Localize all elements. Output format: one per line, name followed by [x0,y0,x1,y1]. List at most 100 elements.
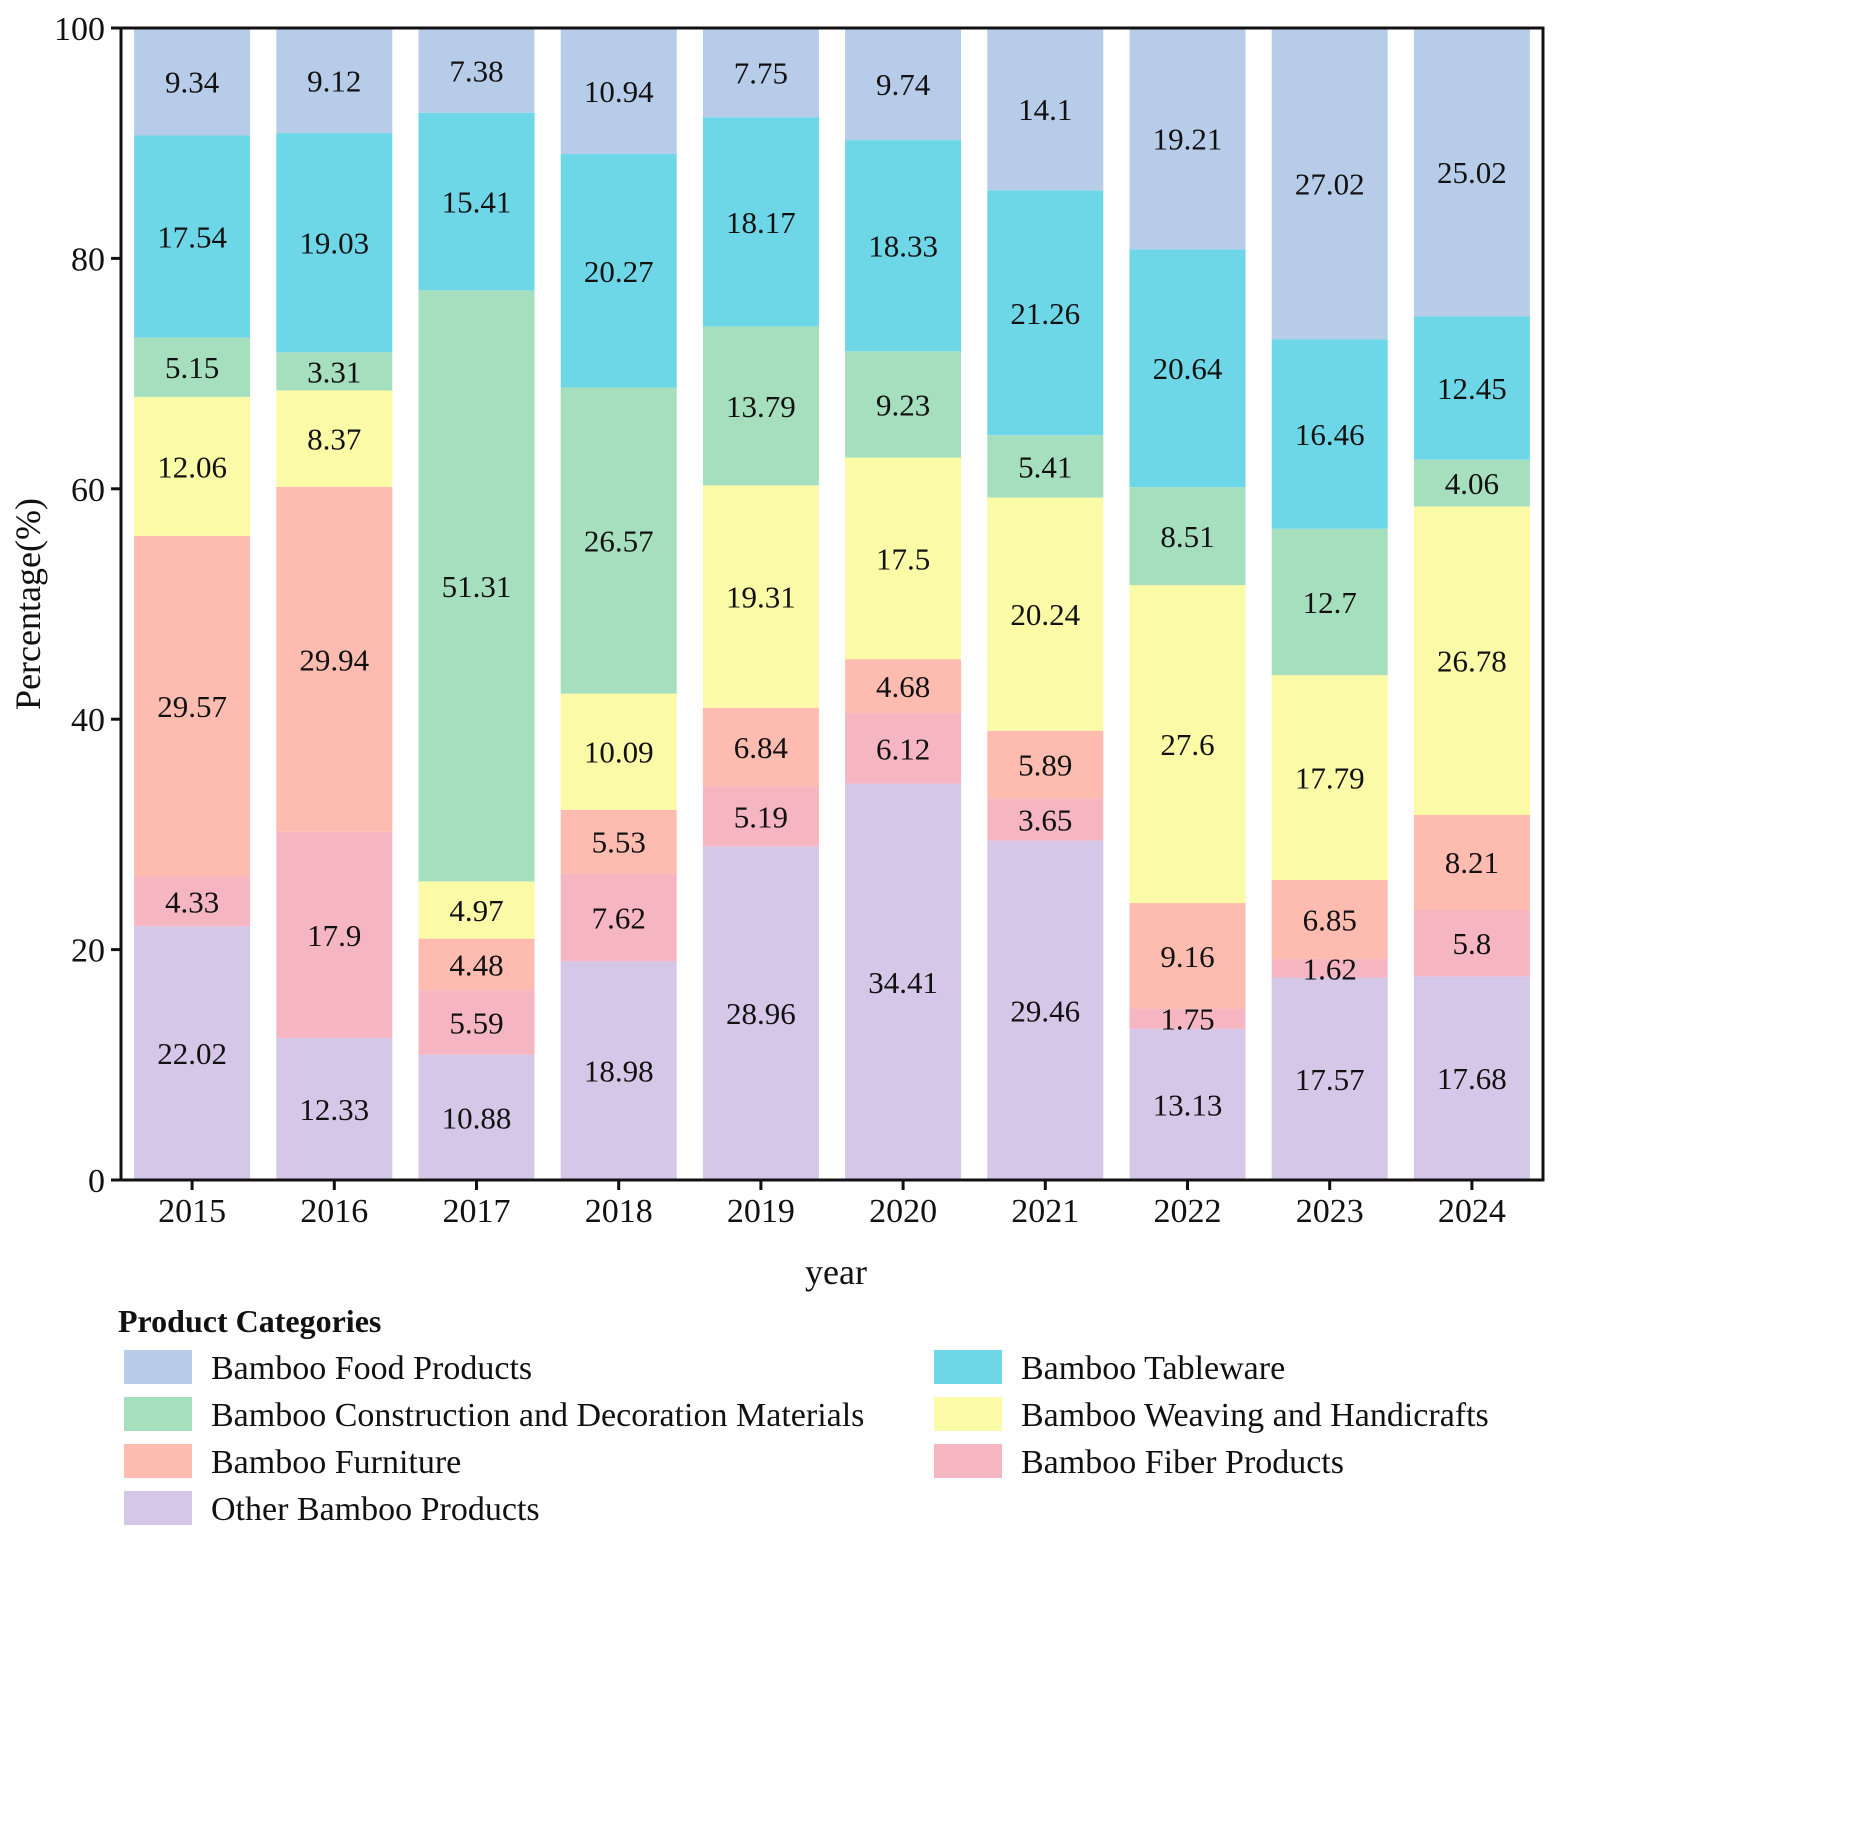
segment-value-label: 9.23 [876,387,930,422]
legend-label: Bamboo Construction and Decoration Mater… [211,1397,864,1434]
bar-segment [702,326,819,486]
segment-value-label: 16.46 [1295,417,1365,452]
bar-segment [276,831,393,1038]
y-tick-label: 20 [71,933,105,970]
segment-value-label: 17.9 [307,918,361,953]
bar-segment [276,390,393,487]
bar-segment [418,27,535,113]
axes-layer [119,26,1545,1182]
legend-swatch [124,1397,192,1431]
legend-swatch [934,1350,1002,1384]
x-tick-label: 2015 [158,1193,226,1230]
bar-segment [134,535,251,877]
bar-segment [134,926,251,1180]
segment-value-label: 51.31 [442,569,512,604]
segment-value-label: 29.94 [299,642,369,677]
segment-value-label: 20.27 [584,254,654,289]
bar-segment [560,809,677,874]
legend-swatch [124,1444,192,1478]
x-tick-label: 2016 [300,1193,368,1230]
segment-value-label: 5.8 [1453,926,1492,961]
segment-value-label: 17.57 [1295,1062,1365,1097]
segment-value-label: 26.57 [584,524,654,559]
legend-label: Bamboo Furniture [211,1444,461,1481]
segment-value-label: 7.38 [449,53,503,88]
segment-value-label: 1.75 [1160,1002,1214,1037]
y-tick-label: 40 [71,702,105,739]
segment-value-label: 18.17 [726,205,796,240]
segment-value-label: 12.7 [1303,585,1357,620]
segment-value-label: 13.13 [1153,1087,1223,1122]
x-tick-label: 2019 [727,1193,795,1230]
bar-segment [702,846,819,1180]
segment-value-label: 9.34 [165,65,220,100]
y-tick-label: 80 [71,241,105,278]
bar-segment [1271,675,1388,881]
bar-segment [560,873,677,962]
stacked-bar-chart: 22.02 4.33 29.57 12.06 5.15 17.54 9.34 12.33 17.… [8,11,1545,1528]
bar-segment [276,28,393,134]
bar-segment [1271,528,1388,676]
legend-swatch [124,1491,192,1525]
bar-segment [134,337,251,397]
bar-segment [418,881,535,939]
plot-frame [119,26,1545,1182]
segment-value-label: 17.68 [1437,1061,1507,1096]
bar-segment [987,798,1104,841]
segment-value-label: 25.02 [1437,155,1507,190]
segment-value-label: 4.48 [449,947,503,982]
bar-segment [1413,28,1530,317]
bar-segment [845,713,962,784]
segment-value-label: 20.64 [1153,351,1223,386]
segment-value-label: 18.33 [868,229,938,264]
segment-value-label: 5.41 [1018,449,1072,484]
segment-value-label: 4.97 [449,893,503,928]
bar-segment [418,290,535,882]
bar-segment [418,990,535,1055]
bar-segment [276,1037,393,1180]
bar-segment [418,938,535,991]
bar-segment [987,435,1104,498]
legend-swatch [934,1444,1002,1478]
segment-value-label: 4.33 [165,884,219,919]
bar-segment [560,961,677,1180]
segment-value-label: 9.16 [1160,939,1214,974]
bar-segment [845,140,962,352]
segment-value-label: 3.31 [307,354,361,389]
bar-segment [1413,316,1530,460]
segment-value-label: 1.62 [1303,951,1357,986]
bar-segment [134,876,251,927]
bar-segment [276,486,393,832]
segment-value-label: 27.6 [1160,727,1214,762]
y-tick-label: 60 [71,472,105,509]
x-tick-label: 2017 [443,1193,511,1230]
segment-value-label: 20.24 [1010,597,1080,632]
bar-segment [987,497,1104,731]
bar-segment [1271,958,1388,978]
bar-segment [702,117,819,327]
x-tick-label: 2021 [1011,1193,1079,1230]
bar-segment [987,730,1104,799]
segment-value-label: 12.33 [299,1092,369,1127]
bar-segment [987,840,1104,1180]
bar-segment [1129,1028,1246,1180]
legend: Bamboo Food Products Bamboo Tableware Bamb… [124,1350,1489,1528]
segment-value-label: 27.02 [1295,167,1365,202]
segment-value-label: 9.74 [876,67,931,102]
segment-value-label: 5.19 [734,799,788,834]
bar-segment [560,154,677,388]
segment-value-label: 8.37 [307,422,361,457]
segment-value-label: 5.89 [1018,748,1072,783]
bar-segment [418,1054,535,1180]
x-axis-title: year [805,1252,867,1292]
segment-value-label: 19.03 [299,226,369,261]
segment-value-label: 19.31 [726,580,796,615]
bar-segment [560,387,677,694]
segment-value-label: 14.1 [1018,92,1072,127]
segment-value-label: 17.79 [1295,761,1365,796]
bar-segment [702,485,819,708]
bar-segment [987,190,1104,436]
bar-segment [845,351,962,458]
segment-value-label: 5.15 [165,350,219,385]
bar-segment [702,27,819,118]
